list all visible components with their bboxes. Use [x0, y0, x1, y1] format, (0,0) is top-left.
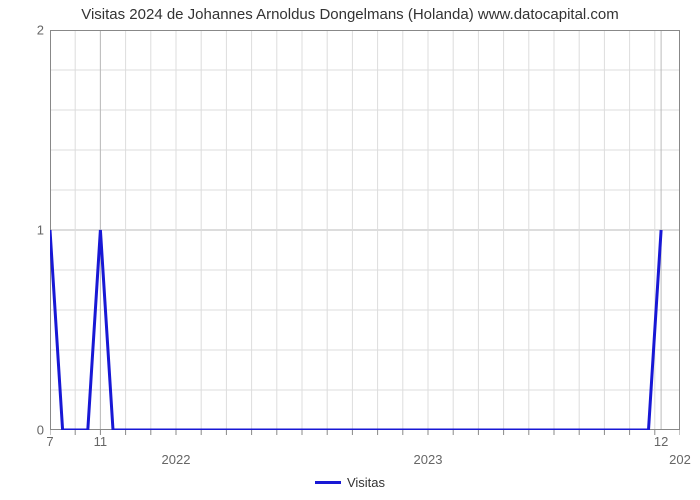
chart-title: Visitas 2024 de Johannes Arnoldus Dongel… — [0, 6, 700, 23]
x-tick-year-label: 2022 — [162, 452, 191, 467]
legend-label: Visitas — [347, 475, 385, 490]
y-tick-label: 1 — [20, 223, 44, 238]
x-tick-year-label: 2023 — [414, 452, 443, 467]
y-tick-label: 2 — [20, 23, 44, 38]
x-tick-year-label: 202 — [669, 452, 691, 467]
plot-area — [50, 30, 680, 430]
chart-container: { "chart": { "type": "line", "title": "V… — [0, 0, 700, 500]
legend: Visitas — [0, 474, 700, 490]
x-axis-labels: 7111220222023202 — [0, 434, 700, 474]
legend-swatch — [315, 481, 341, 484]
